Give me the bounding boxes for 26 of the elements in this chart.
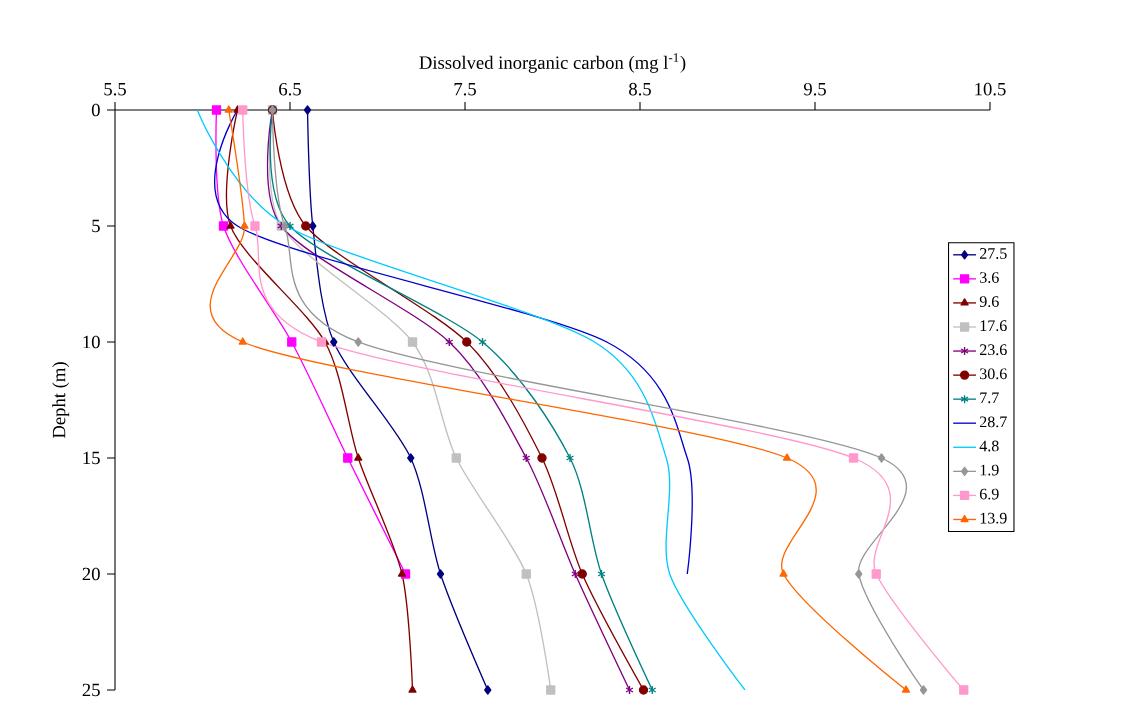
x-tick-label: 10.5: [975, 82, 1006, 96]
legend-label: 1.9: [980, 464, 999, 476]
legend-label: 6.9: [979, 488, 999, 500]
x-tick-label: 7.5: [454, 83, 476, 96]
legend-label: 7.7: [980, 392, 999, 404]
y-tick-label: 0: [91, 103, 100, 117]
x-tick-label: 9.5: [803, 82, 826, 96]
y-axis-title: Depht (m): [52, 362, 70, 439]
y-tick-label: 25: [82, 683, 100, 697]
legend-label: 13.9: [980, 512, 1007, 524]
y-tick-label: 5: [92, 219, 100, 233]
legend-label: 28.7: [980, 416, 1007, 428]
x-axis-title: Dissolved inorganic carbon (mg l$^{-1}$): [419, 53, 686, 73]
legend-label: 23.6: [980, 344, 1007, 356]
legend-label: 30.6: [980, 368, 1007, 380]
y-tick-label: 10: [83, 335, 100, 349]
x-tick-label: 6.5: [279, 82, 301, 96]
legend-label: 17.6: [980, 320, 1007, 332]
legend-label: 3.6: [980, 272, 999, 283]
x-tick-label: 5.5: [104, 83, 126, 96]
y-tick-label: 15: [83, 451, 100, 465]
y-tick-label: 20: [82, 567, 100, 581]
legend-label: 9.6: [979, 296, 999, 308]
x-tick-label: 8.5: [629, 82, 651, 96]
legend-label: 4.8: [979, 440, 999, 452]
legend-label: 27.5: [980, 248, 1007, 259]
